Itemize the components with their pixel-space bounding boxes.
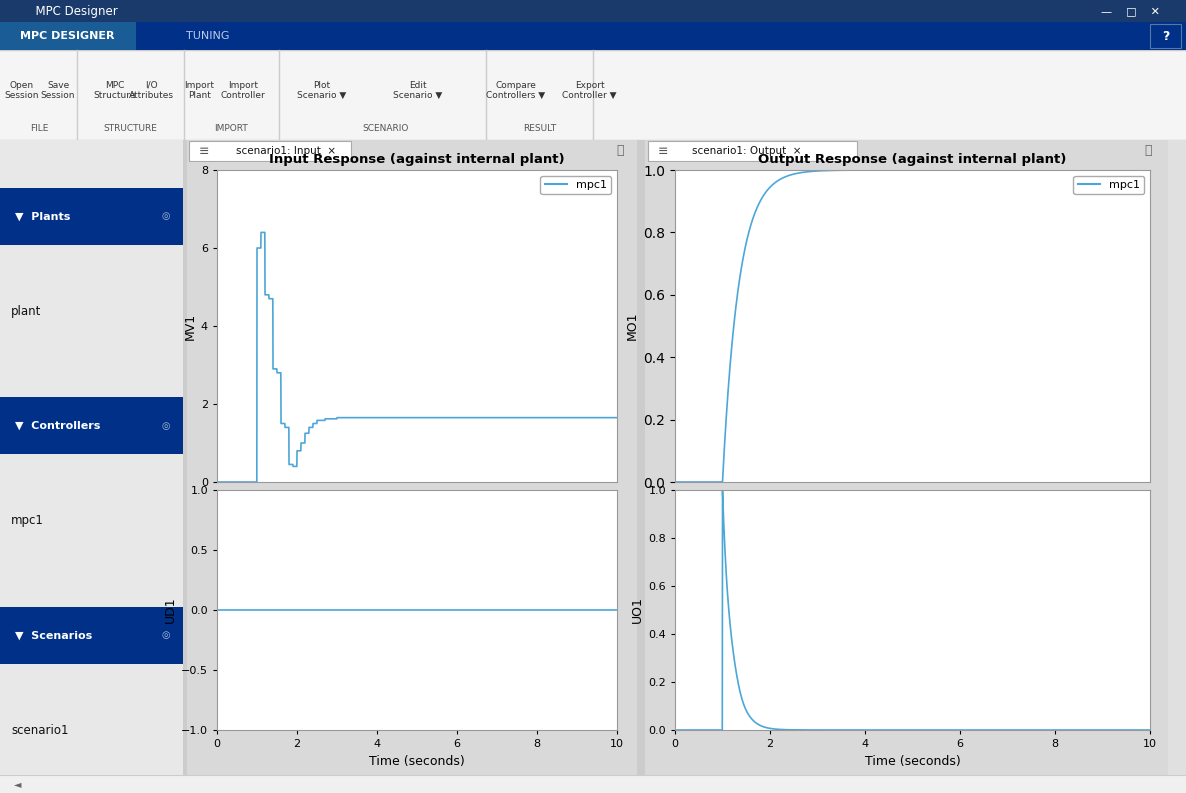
Text: ?: ? [1162,29,1169,43]
Text: Open
Session: Open Session [4,81,39,100]
Text: SCENARIO: SCENARIO [362,124,409,132]
Bar [0,607,183,664]
Text: scenario1: Output  ×: scenario1: Output × [693,146,802,156]
Y-axis label: UD1: UD1 [164,596,177,623]
Text: Plot
Scenario ▼: Plot Scenario ▼ [296,81,346,100]
Y-axis label: UO1: UO1 [631,596,644,623]
Text: ◄: ◄ [14,779,21,789]
Text: MPC DESIGNER: MPC DESIGNER [20,31,115,41]
Text: Export
Controller ▼: Export Controller ▼ [562,81,617,100]
Y-axis label: MO1: MO1 [626,312,639,340]
Bar [648,141,856,161]
Bar [0,188,183,245]
Text: IMPORT: IMPORT [215,124,248,132]
Text: TUNING: TUNING [186,31,229,41]
Bar [1150,25,1181,48]
Text: Import
Plant: Import Plant [184,81,215,100]
Legend: mpc1: mpc1 [1073,175,1144,194]
Text: RESULT: RESULT [523,124,556,132]
Text: Save
Session: Save Session [40,81,76,100]
Text: Edit
Scenario ▼: Edit Scenario ▼ [393,81,442,100]
Legend: mpc1: mpc1 [541,175,612,194]
Text: FILE: FILE [30,124,49,132]
Text: ⛭: ⛭ [1144,144,1153,158]
Text: ▼  Plants: ▼ Plants [14,211,70,221]
Text: mpc1: mpc1 [11,515,44,527]
Text: STRUCTURE: STRUCTURE [103,124,158,132]
Text: ◎: ◎ [161,630,170,640]
Text: ≡: ≡ [658,144,669,158]
Text: scenario1: scenario1 [11,724,69,737]
Text: ≡: ≡ [198,144,209,158]
Title: Input Response (against internal plant): Input Response (against internal plant) [269,153,565,166]
Text: MPC Designer: MPC Designer [28,5,119,17]
Text: Compare
Controllers ▼: Compare Controllers ▼ [486,81,546,100]
Text: MPC
Structure: MPC Structure [94,81,136,100]
Bar [0,397,183,454]
Text: ◎: ◎ [161,211,170,221]
Text: scenario1: Input  ×: scenario1: Input × [236,146,337,156]
X-axis label: Time (seconds): Time (seconds) [865,755,961,768]
Bar [190,141,351,161]
Y-axis label: MV1: MV1 [184,312,197,339]
Text: Import
Controller: Import Controller [221,81,266,100]
Bar [0,22,136,50]
Title: Output Response (against internal plant): Output Response (against internal plant) [758,153,1066,166]
Text: —    □    ✕: — □ ✕ [1101,6,1160,16]
Text: ▼  Controllers: ▼ Controllers [14,421,100,431]
Text: ◎: ◎ [161,421,170,431]
Text: ⛭: ⛭ [616,144,624,158]
Text: ▼  Scenarios: ▼ Scenarios [14,630,91,640]
Text: plant: plant [11,305,42,318]
Text: I/O
Attributes: I/O Attributes [129,81,174,100]
X-axis label: Time (seconds): Time (seconds) [369,755,465,768]
